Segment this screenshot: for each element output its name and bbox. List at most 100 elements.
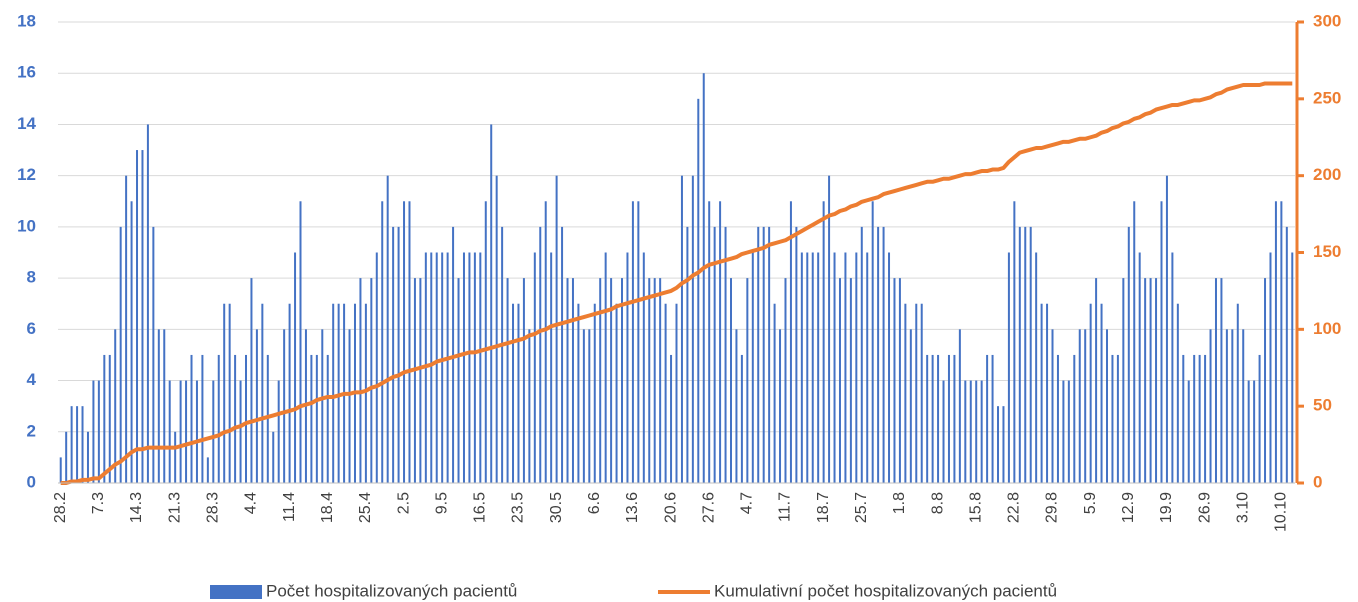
bar [1111, 354, 1114, 483]
x-tick-label: 10.10 [1273, 492, 1290, 532]
x-tick-label: 8.8 [929, 492, 946, 514]
bar [195, 380, 198, 483]
bar [610, 278, 613, 483]
bar [168, 380, 171, 483]
bar [920, 303, 923, 483]
bar [441, 252, 444, 483]
x-tick-label: 14.3 [128, 492, 145, 523]
bar [495, 175, 498, 483]
bar [969, 380, 972, 483]
bar [1127, 226, 1130, 483]
bar [250, 278, 253, 483]
bar [1149, 278, 1152, 483]
bar [65, 431, 68, 483]
bar [561, 226, 564, 483]
bar [539, 226, 542, 483]
x-tick-label: 19.9 [1158, 492, 1175, 523]
bar [691, 175, 694, 483]
bar [637, 201, 640, 483]
y-tick-label: 8 [27, 268, 36, 287]
x-tick-label: 2.5 [395, 492, 412, 514]
bar [964, 380, 967, 483]
bar [860, 226, 863, 483]
bar [686, 226, 689, 483]
bar [212, 380, 215, 483]
bar [321, 329, 324, 483]
bar [201, 354, 204, 483]
bar [234, 354, 237, 483]
x-tick-label: 3.10 [1234, 492, 1251, 523]
bar [1133, 201, 1136, 483]
bar [942, 380, 945, 483]
bar [522, 278, 525, 483]
bar [206, 457, 209, 483]
bar [719, 201, 722, 483]
bar [789, 201, 792, 483]
bar [1231, 329, 1234, 483]
bar [299, 201, 302, 483]
bar [1095, 278, 1098, 483]
bar [1160, 201, 1163, 483]
y2-tick-label: 0 [1313, 472, 1322, 491]
bar [795, 226, 798, 483]
bar [1280, 201, 1283, 483]
bar [751, 252, 754, 483]
bar [457, 278, 460, 483]
bar [838, 278, 841, 483]
bar [490, 124, 493, 483]
bar [817, 252, 820, 483]
bar [1247, 380, 1250, 483]
bar [784, 278, 787, 483]
bar [386, 175, 389, 483]
legend-label: Kumulativní počet hospitalizovaných paci… [714, 581, 1057, 600]
bar [403, 201, 406, 483]
bar [740, 354, 743, 483]
x-tick-label: 21.3 [166, 492, 183, 523]
bar [855, 252, 858, 483]
y2-tick-label: 100 [1313, 319, 1341, 338]
bar [97, 380, 100, 483]
bar [653, 278, 656, 483]
bar [1073, 354, 1076, 483]
y-tick-label: 0 [27, 472, 36, 491]
bar [844, 252, 847, 483]
bar [397, 226, 400, 483]
bar [223, 303, 226, 483]
cumulative-line [60, 81, 1293, 485]
bar [1220, 278, 1223, 483]
bar [958, 329, 961, 483]
bar [702, 73, 705, 483]
x-tick-label: 30.5 [548, 492, 565, 523]
bar [81, 406, 84, 483]
bar [59, 457, 62, 483]
bar [931, 354, 934, 483]
x-tick-label: 16.5 [472, 492, 489, 523]
bar [1089, 303, 1092, 483]
bar [1138, 252, 1141, 483]
bar [953, 354, 956, 483]
bar [898, 278, 901, 483]
bar [364, 303, 367, 483]
bar [1116, 354, 1119, 483]
bar [146, 124, 149, 483]
bar [533, 252, 536, 483]
bar [1040, 303, 1043, 483]
x-tick-label: 25.4 [357, 492, 374, 523]
x-tick-label: 11.7 [777, 492, 794, 522]
bar [571, 278, 574, 483]
y2-tick-label: 200 [1313, 165, 1341, 184]
bar [255, 329, 258, 483]
bar [239, 380, 242, 483]
bar [1067, 380, 1070, 483]
bar [975, 380, 978, 483]
bar [1204, 354, 1207, 483]
bar [806, 252, 809, 483]
bar [675, 303, 678, 483]
x-tick-label: 20.6 [662, 492, 679, 523]
bar [1018, 226, 1021, 483]
bar [174, 431, 177, 483]
bar [664, 303, 667, 483]
bar [680, 175, 683, 483]
bar [157, 329, 160, 483]
x-tick-label: 18.7 [815, 492, 832, 523]
